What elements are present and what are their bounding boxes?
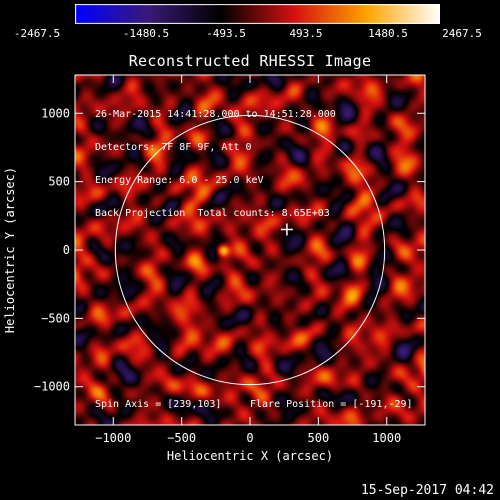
method-text: Back Projection: [95, 208, 186, 219]
colorbar-tick-label: -2467.5: [13, 27, 61, 40]
y-tick-label: −1000: [34, 380, 70, 394]
x-tick-label: −1000: [95, 431, 131, 445]
colorbar-gradient: [75, 4, 440, 24]
y-tick-label: 500: [48, 175, 70, 189]
colorbar: [75, 4, 440, 24]
spin-axis-text: Spin Axis = [239,103]: [95, 399, 222, 410]
solar-limb-circle: [114, 114, 386, 386]
x-tick-label: 1000: [372, 431, 401, 445]
total-counts-text: Total counts: 8.65E+03: [197, 208, 330, 219]
y-tick-label: 1000: [41, 106, 70, 120]
colorbar-tick-label: 493.5: [289, 27, 323, 40]
chart-title: Reconstructed RHESSI Image: [128, 52, 372, 70]
observation-info: 26-Mar-2015 14:41:28.000 to 14:51:28.000…: [95, 87, 336, 230]
colorbar-tick-label: 2467.5: [442, 27, 482, 40]
detectors-text: Detectors: 7F 8F 9F, Att 0: [95, 142, 252, 153]
heatmap-image: [75, 75, 425, 425]
footer-date: 15-Sep-2017 04:42: [360, 483, 494, 498]
y-axis-label: Heliocentric Y (arcsec): [3, 167, 17, 333]
colorbar-tick-label: 1480.5: [368, 27, 408, 40]
colorbar-tick-label: -1480.5: [122, 27, 170, 40]
y-tick-label: −500: [41, 311, 70, 325]
x-axis-label: Heliocentric X (arcsec): [167, 449, 333, 463]
x-tick-label: 0: [246, 431, 253, 445]
method-line: Back Projection Total counts: 8.65E+03: [95, 208, 336, 219]
colorbar-tick-label: -493.5: [206, 27, 246, 40]
flare-position-text: Flare Position = [-191,-29]: [250, 399, 413, 410]
x-tick-label: −500: [167, 431, 196, 445]
energy-range-text: Energy Range: 6.0 - 25.0 keV: [95, 175, 264, 186]
y-tick-label: 0: [63, 243, 70, 257]
time-range-text: 26-Mar-2015 14:41:28.000 to 14:51:28.000: [95, 109, 336, 120]
x-tick-label: 500: [308, 431, 330, 445]
